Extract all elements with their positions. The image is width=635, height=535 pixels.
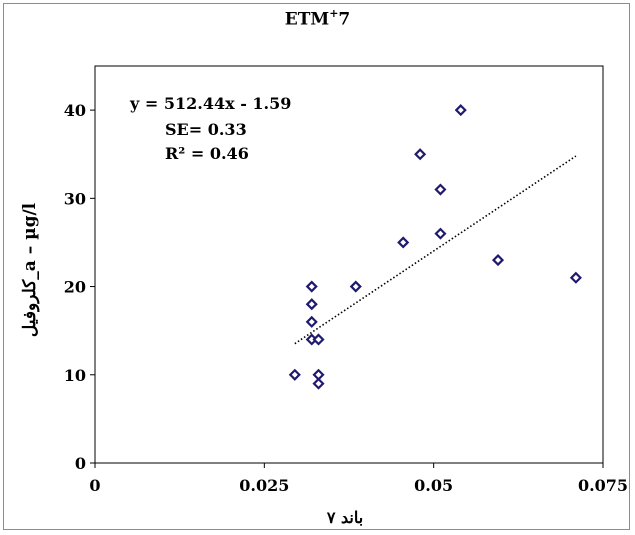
regression-equation: y = 512.44x - 1.59 bbox=[130, 94, 292, 113]
data-point bbox=[434, 183, 447, 196]
data-point bbox=[397, 236, 410, 249]
y-tick-label: 10 bbox=[64, 366, 86, 385]
data-point bbox=[312, 333, 325, 346]
data-point bbox=[305, 298, 318, 311]
x-tick-label: 0.025 bbox=[239, 476, 289, 495]
x-tick-label: 0.075 bbox=[578, 476, 628, 495]
trendline bbox=[294, 155, 577, 345]
data-point bbox=[491, 254, 505, 267]
data-point bbox=[414, 148, 427, 161]
data-point bbox=[288, 368, 301, 381]
data-point bbox=[569, 271, 582, 284]
x-tick-label: 0 bbox=[89, 476, 100, 495]
r-squared-label: R² = 0.46 bbox=[165, 144, 249, 163]
y-axis-label: کلروفیل_a – µg/l bbox=[20, 202, 40, 338]
y-tick-label: 0 bbox=[75, 454, 86, 473]
y-tick-label: 40 bbox=[64, 101, 86, 120]
chart-title: ETM+7 bbox=[284, 7, 351, 30]
data-point bbox=[434, 227, 447, 240]
data-point bbox=[305, 315, 318, 328]
data-point bbox=[454, 104, 467, 117]
x-axis-label: باند ۷ bbox=[326, 508, 364, 527]
data-point bbox=[349, 280, 362, 293]
y-tick-label: 20 bbox=[64, 278, 86, 297]
plot-area-border bbox=[94, 65, 604, 464]
x-tick-label: 0.05 bbox=[414, 476, 453, 495]
data-point bbox=[305, 280, 318, 293]
data-point bbox=[312, 377, 325, 390]
y-tick-label: 30 bbox=[64, 189, 86, 208]
chart-frame bbox=[3, 3, 630, 530]
standard-error-label: SE= 0.33 bbox=[165, 120, 247, 139]
